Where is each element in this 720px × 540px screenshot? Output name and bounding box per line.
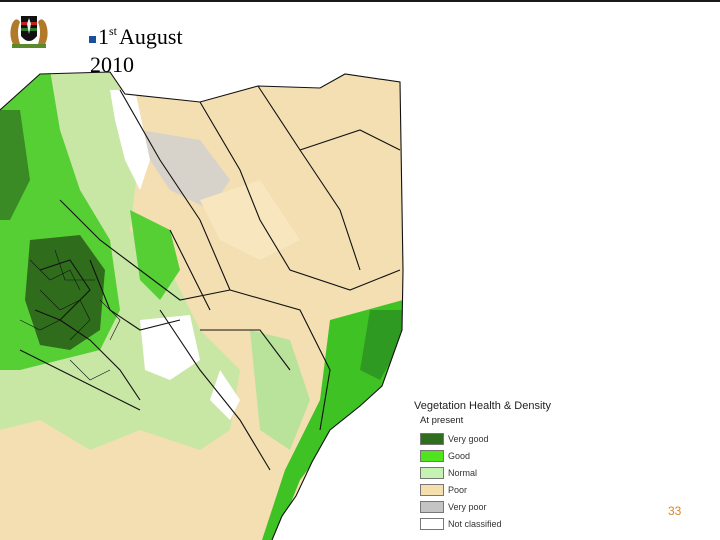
legend-label: Very poor <box>448 501 487 512</box>
legend-label: Not classified <box>448 518 502 529</box>
legend-items: Very good Good Normal Poor Very poor Not clas… <box>414 430 574 532</box>
legend-item: Poor <box>414 481 574 498</box>
legend-label: Poor <box>448 484 468 495</box>
legend-item: Good <box>414 447 574 464</box>
legend-item: Very good <box>414 430 574 447</box>
date-title: 1stAugust <box>98 24 183 49</box>
map-legend: Vegetation Health & Density At present V… <box>414 400 574 532</box>
legend-label: Normal <box>448 467 478 478</box>
legend-item: Not classified <box>414 515 574 532</box>
legend-swatch <box>420 500 444 513</box>
legend-label: Good <box>448 450 471 461</box>
legend-swatch <box>420 432 444 445</box>
page-number: 33 <box>668 504 682 518</box>
legend-swatch <box>420 517 444 530</box>
vegetation-map <box>0 71 404 540</box>
legend-item: Normal <box>414 464 574 481</box>
coat-of-arms-icon <box>10 16 48 48</box>
bullet-icon <box>89 36 96 43</box>
legend-item: Very poor <box>414 498 574 515</box>
top-rule <box>0 0 720 2</box>
legend-swatch <box>420 483 444 496</box>
legend-label: Very good <box>448 433 489 444</box>
legend-subtitle: At present <box>420 415 464 426</box>
legend-swatch <box>420 449 444 462</box>
legend-title: Vegetation Health & Density <box>414 400 551 412</box>
legend-swatch <box>420 466 444 479</box>
